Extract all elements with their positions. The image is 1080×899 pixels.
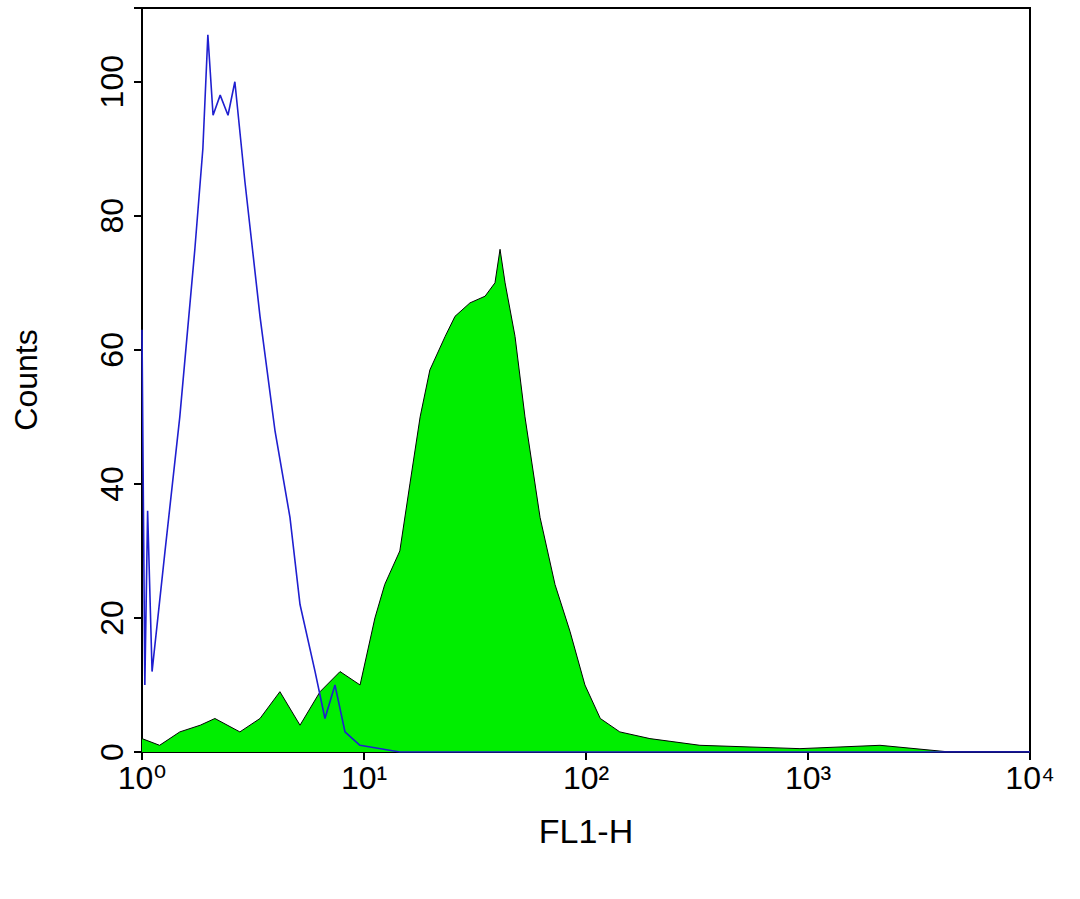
svg-text:10¹: 10¹	[341, 760, 387, 796]
svg-text:80: 80	[94, 198, 130, 234]
svg-text:100: 100	[94, 55, 130, 108]
svg-text:10³: 10³	[785, 760, 832, 796]
svg-text:10⁴: 10⁴	[1005, 760, 1054, 796]
svg-text:FL1-H: FL1-H	[539, 812, 633, 850]
svg-text:60: 60	[94, 332, 130, 368]
svg-text:Counts: Counts	[8, 329, 44, 430]
svg-text:10²: 10²	[563, 760, 610, 796]
svg-text:0: 0	[94, 743, 130, 761]
svg-text:20: 20	[94, 600, 130, 636]
svg-text:10⁰: 10⁰	[118, 760, 166, 796]
svg-text:40: 40	[94, 466, 130, 502]
